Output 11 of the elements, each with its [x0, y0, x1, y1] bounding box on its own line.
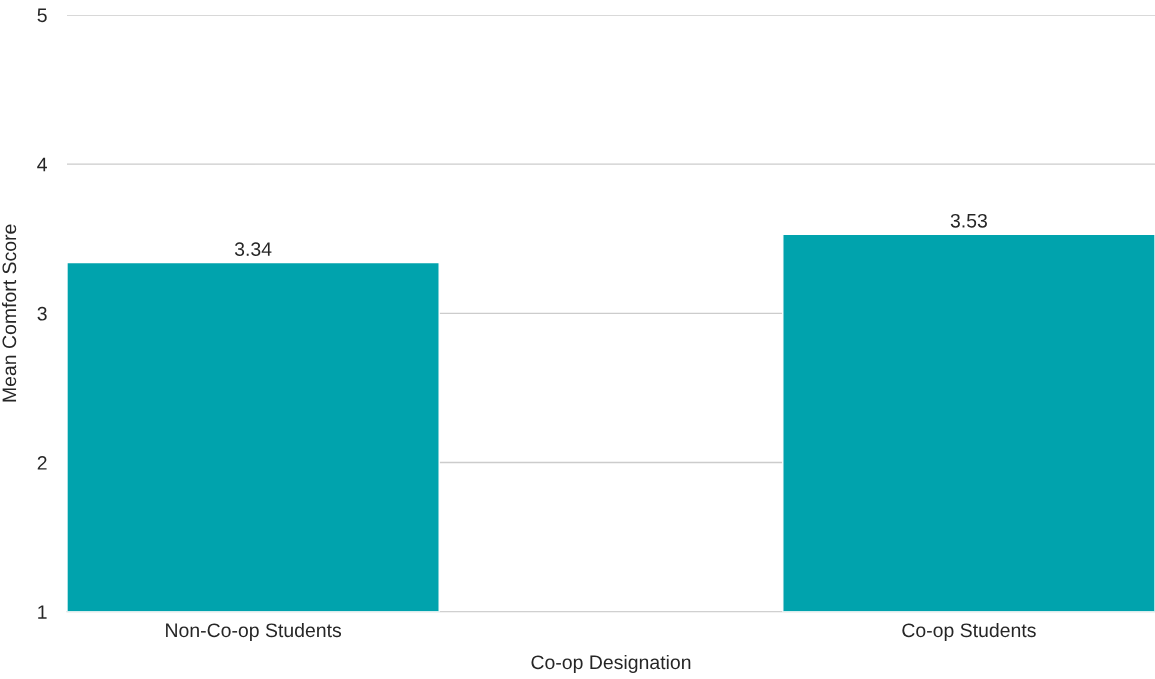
y-tick-label: 4: [37, 157, 47, 172]
x-axis-title: Co-op Designation: [531, 654, 691, 674]
x-tick-label: Co-op Students: [902, 622, 1036, 642]
y-tick-label: 1: [38, 605, 47, 619]
data-label: 3.53: [950, 213, 987, 228]
y-tick-label: 5: [37, 8, 47, 23]
y-tick-label: 3: [37, 306, 47, 321]
data-label: 3.34: [234, 242, 272, 257]
y-tick-label: 2: [37, 456, 47, 470]
x-tick-label: Non-Co-op Students: [166, 622, 342, 642]
y-axis-title: Mean Comfort Score: [1, 224, 17, 402]
